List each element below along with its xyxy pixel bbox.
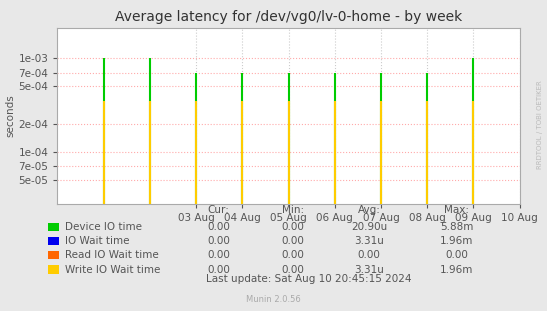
- Text: 0.00: 0.00: [358, 250, 381, 260]
- Text: 3.31u: 3.31u: [354, 265, 384, 275]
- Text: Device IO time: Device IO time: [65, 222, 142, 232]
- Text: 20.90u: 20.90u: [351, 222, 387, 232]
- Y-axis label: seconds: seconds: [6, 95, 16, 137]
- Text: 0.00: 0.00: [445, 250, 468, 260]
- Text: 1.96m: 1.96m: [440, 236, 474, 246]
- Text: Write IO Wait time: Write IO Wait time: [65, 265, 160, 275]
- Text: Max:: Max:: [444, 205, 469, 215]
- Text: 1.96m: 1.96m: [440, 265, 474, 275]
- Text: 0.00: 0.00: [281, 250, 304, 260]
- Text: 0.00: 0.00: [207, 265, 230, 275]
- Text: IO Wait time: IO Wait time: [65, 236, 129, 246]
- Text: 0.00: 0.00: [207, 250, 230, 260]
- Text: 0.00: 0.00: [207, 222, 230, 232]
- Text: Min:: Min:: [282, 205, 304, 215]
- Text: Avg:: Avg:: [358, 205, 381, 215]
- Text: Munin 2.0.56: Munin 2.0.56: [246, 295, 301, 304]
- Text: 0.00: 0.00: [207, 236, 230, 246]
- Text: Last update: Sat Aug 10 20:45:15 2024: Last update: Sat Aug 10 20:45:15 2024: [206, 274, 412, 284]
- Text: 0.00: 0.00: [281, 236, 304, 246]
- Text: 3.31u: 3.31u: [354, 236, 384, 246]
- Title: Average latency for /dev/vg0/lv-0-home - by week: Average latency for /dev/vg0/lv-0-home -…: [115, 10, 462, 24]
- Text: RRDTOOL / TOBI OETIKER: RRDTOOL / TOBI OETIKER: [537, 80, 543, 169]
- Text: 0.00: 0.00: [281, 222, 304, 232]
- Text: Read IO Wait time: Read IO Wait time: [65, 250, 158, 260]
- Text: 5.88m: 5.88m: [440, 222, 474, 232]
- Text: 0.00: 0.00: [281, 265, 304, 275]
- Text: Cur:: Cur:: [208, 205, 230, 215]
